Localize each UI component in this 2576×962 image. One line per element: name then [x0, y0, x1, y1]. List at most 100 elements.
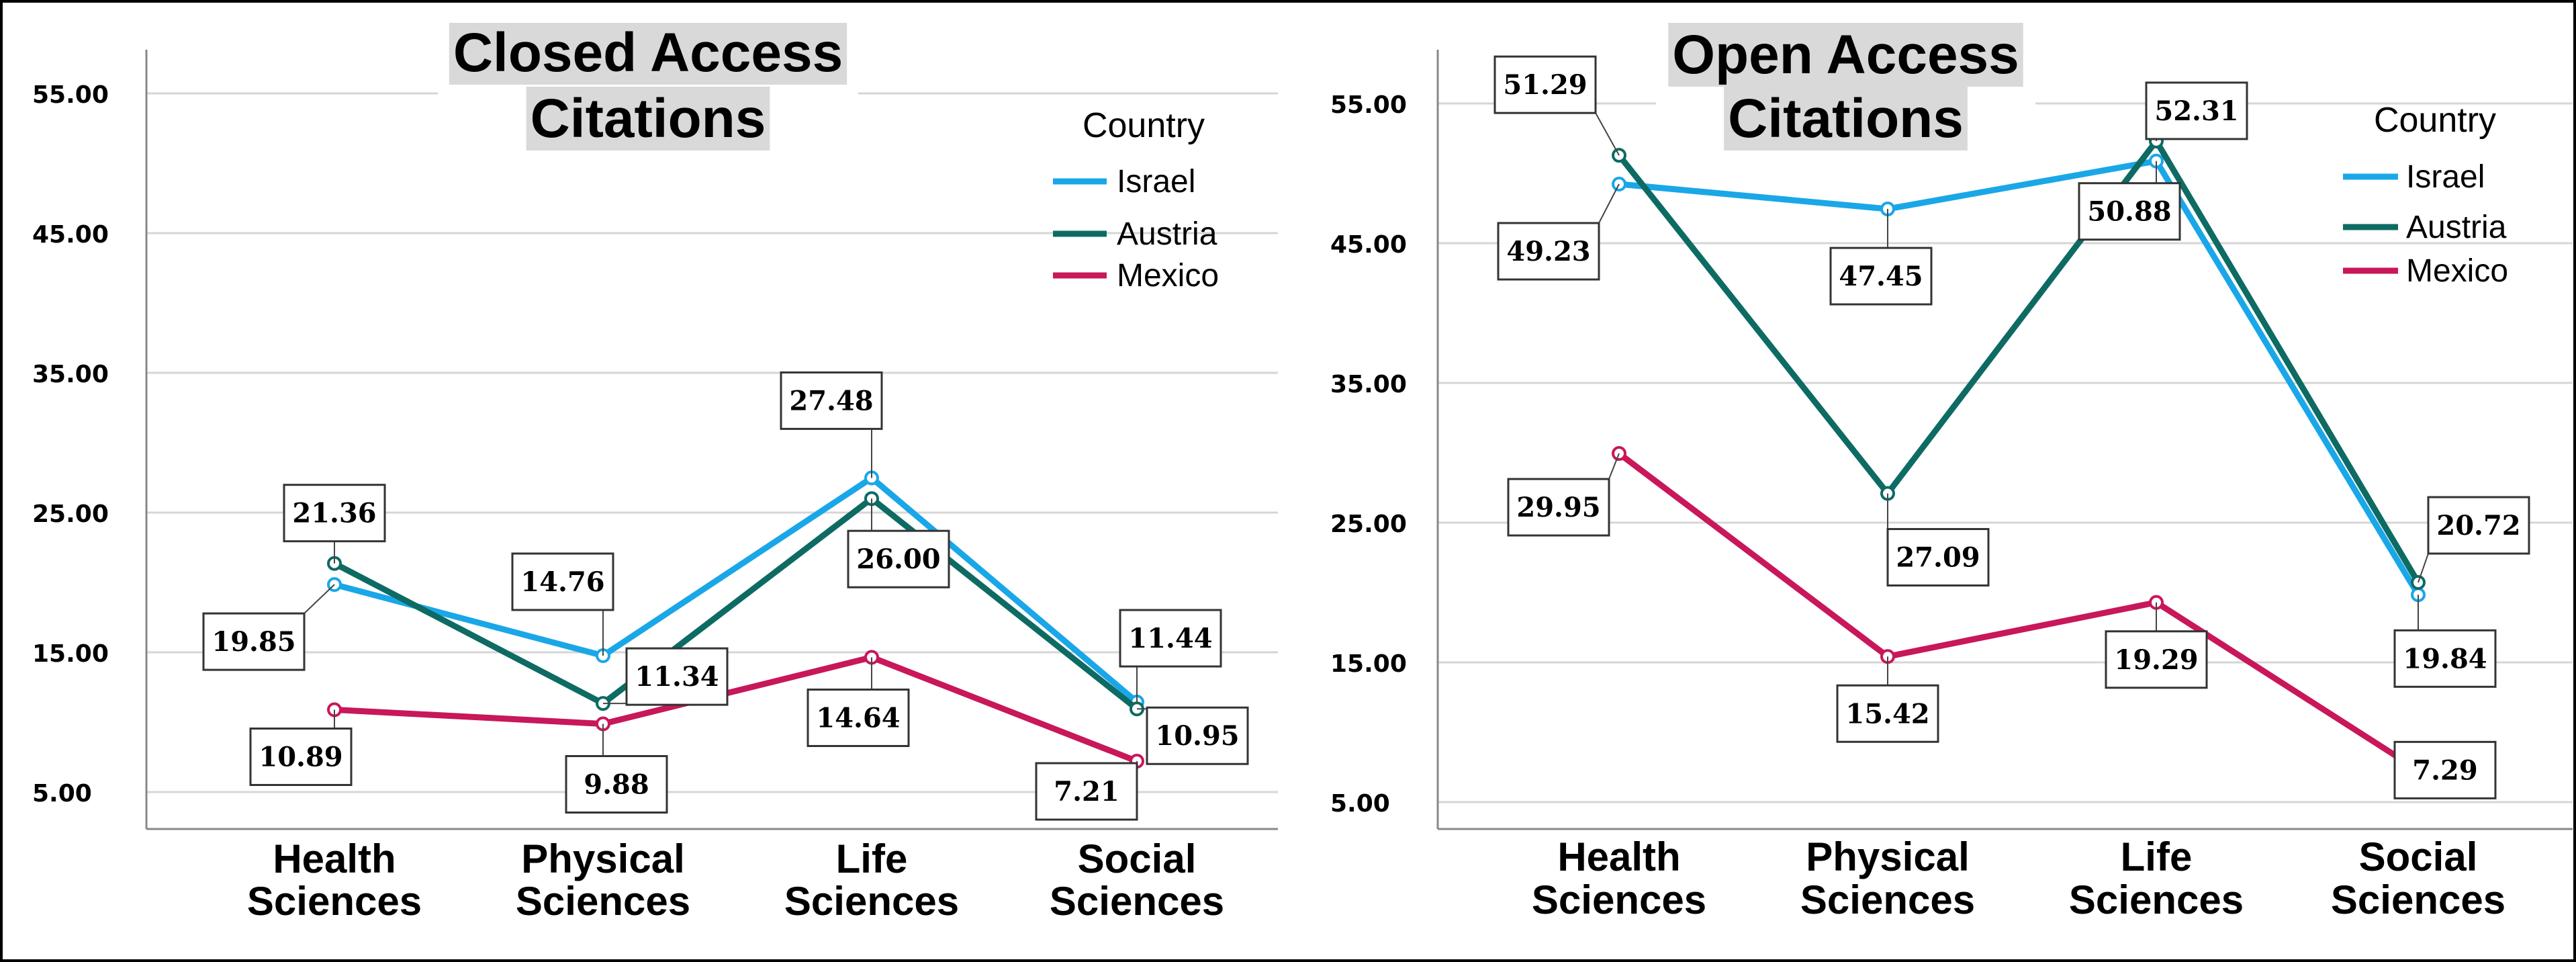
legend-entry: Austria [2406, 210, 2507, 245]
series-line-mexico [1617, 451, 2420, 773]
legend-entry: Mexico [2406, 253, 2508, 289]
series-line-israel [1618, 157, 2421, 597]
data-label: 27.48 [789, 385, 873, 417]
data-label-leader [2418, 553, 2429, 583]
data-point-israel [1612, 177, 1626, 192]
legend-entry: Israel [1117, 164, 1195, 200]
data-label-box [2393, 629, 2497, 688]
data-label: 50.88 [2087, 196, 2171, 228]
data-label-box [1836, 684, 1939, 743]
x-category-label: Sciences [784, 879, 959, 924]
data-label: 52.31 [2154, 95, 2238, 127]
closed-access-panel: 5.00 15.00 25.00 35.00 45.00 55.00 Health Scien… [19, 23, 1281, 950]
data-label: 7.21 [1054, 776, 1119, 807]
data-label: 14.76 [520, 566, 604, 598]
x-category-label: Life [2121, 834, 2193, 879]
series-line-austria [1616, 135, 2421, 584]
data-label-leader [1598, 183, 1620, 224]
legend-entry: Mexico [1117, 258, 1219, 294]
x-category-label: Physical [521, 836, 685, 881]
data-label: 11.34 [635, 661, 719, 693]
data-label-box [1497, 222, 1600, 281]
y-tick-label: 15.00 [1330, 650, 1407, 678]
data-label: 20.72 [2436, 510, 2520, 541]
data-label-box [2078, 182, 2181, 241]
series-line-mexico [334, 654, 1138, 764]
x-category-label: Social [2359, 834, 2478, 879]
series-line-austria [332, 494, 1139, 711]
data-label: 26.00 [856, 543, 940, 575]
open-access-panel: 5.00 15.00 25.00 35.00 45.00 55.00 Health Scien… [1317, 23, 2576, 950]
y-tick-label: 25.00 [1330, 511, 1407, 538]
x-category-label: Social [1078, 836, 1197, 881]
legend-entry: Israel [2406, 159, 2485, 195]
data-label-box [780, 371, 883, 430]
data-label: 51.29 [1503, 69, 1587, 101]
data-label-box [2105, 630, 2208, 689]
y-tick-label: 15.00 [32, 640, 109, 668]
chart-title: Citations [531, 88, 766, 149]
closed-access-chart: 5.0015.0025.0035.0045.0055.00HealthScien… [32, 23, 1278, 924]
data-label: 19.29 [2114, 644, 2198, 676]
data-label: 21.36 [292, 498, 376, 529]
data-label: 14.64 [816, 702, 900, 734]
open-access-chart: 5.0015.0025.0035.0045.0055.00HealthScien… [1330, 23, 2573, 922]
title-highlight [526, 87, 770, 150]
legend-title: Country [2374, 101, 2496, 140]
data-label: 19.85 [212, 626, 295, 658]
data-label: 10.95 [1155, 720, 1239, 752]
legend-entry: Austria [1117, 216, 1217, 252]
data-label-leader [304, 584, 335, 614]
x-category-label: Sciences [2331, 877, 2505, 922]
data-label-box [283, 484, 386, 543]
data-label-box [249, 727, 353, 786]
x-category-label: Life [836, 836, 908, 881]
data-label-box [202, 612, 306, 671]
y-tick-label: 5.00 [1330, 790, 1390, 818]
data-label: 15.42 [1845, 698, 1929, 730]
title-highlight [449, 23, 847, 85]
data-label: 27.09 [1896, 542, 1980, 574]
data-label: 10.89 [259, 741, 342, 773]
data-label-box [1507, 478, 1610, 537]
data-label: 9.88 [584, 769, 649, 800]
title-highlight [1668, 23, 2023, 87]
data-label-box [565, 754, 668, 814]
x-category-label: Health [1557, 834, 1680, 879]
data-label-box [1146, 706, 1249, 765]
y-tick-label: 45.00 [32, 221, 109, 249]
x-category-label: Health [273, 836, 396, 881]
data-label: 49.23 [1506, 236, 1590, 267]
series-line-israel [333, 474, 1139, 705]
x-category-label: Sciences [1050, 879, 1224, 924]
data-label: 11.44 [1128, 623, 1212, 654]
title-highlight [1724, 87, 1968, 150]
data-label-box [2393, 740, 2497, 799]
data-label-box [1119, 609, 1222, 668]
y-tick-label: 5.00 [32, 780, 92, 807]
data-label-box [511, 552, 614, 611]
data-label-box [2427, 496, 2530, 555]
data-label-box [1035, 762, 1138, 821]
y-tick-label: 35.00 [32, 361, 109, 388]
x-category-label: Sciences [1532, 877, 1706, 922]
y-tick-label: 55.00 [32, 81, 109, 109]
chart-title: Citations [1728, 88, 1964, 149]
data-label-box [1829, 247, 1933, 306]
data-label-box [1493, 55, 1597, 114]
data-label-leader [1595, 112, 1620, 156]
legend-title: Country [1083, 106, 1205, 145]
data-label-box [807, 688, 910, 747]
chart-title: Open Access [1672, 24, 2019, 85]
x-category-label: Sciences [2069, 877, 2244, 922]
data-label-leader [1608, 453, 1620, 480]
data-label: 7.29 [2412, 754, 2477, 786]
x-category-label: Physical [1806, 834, 1970, 879]
data-label: 19.84 [2403, 643, 2487, 674]
y-tick-label: 35.00 [1330, 371, 1407, 398]
x-category-label: Sciences [516, 879, 690, 924]
x-category-label: Sciences [247, 879, 422, 924]
data-label-box [2145, 81, 2248, 140]
x-category-label: Sciences [1800, 877, 1975, 922]
